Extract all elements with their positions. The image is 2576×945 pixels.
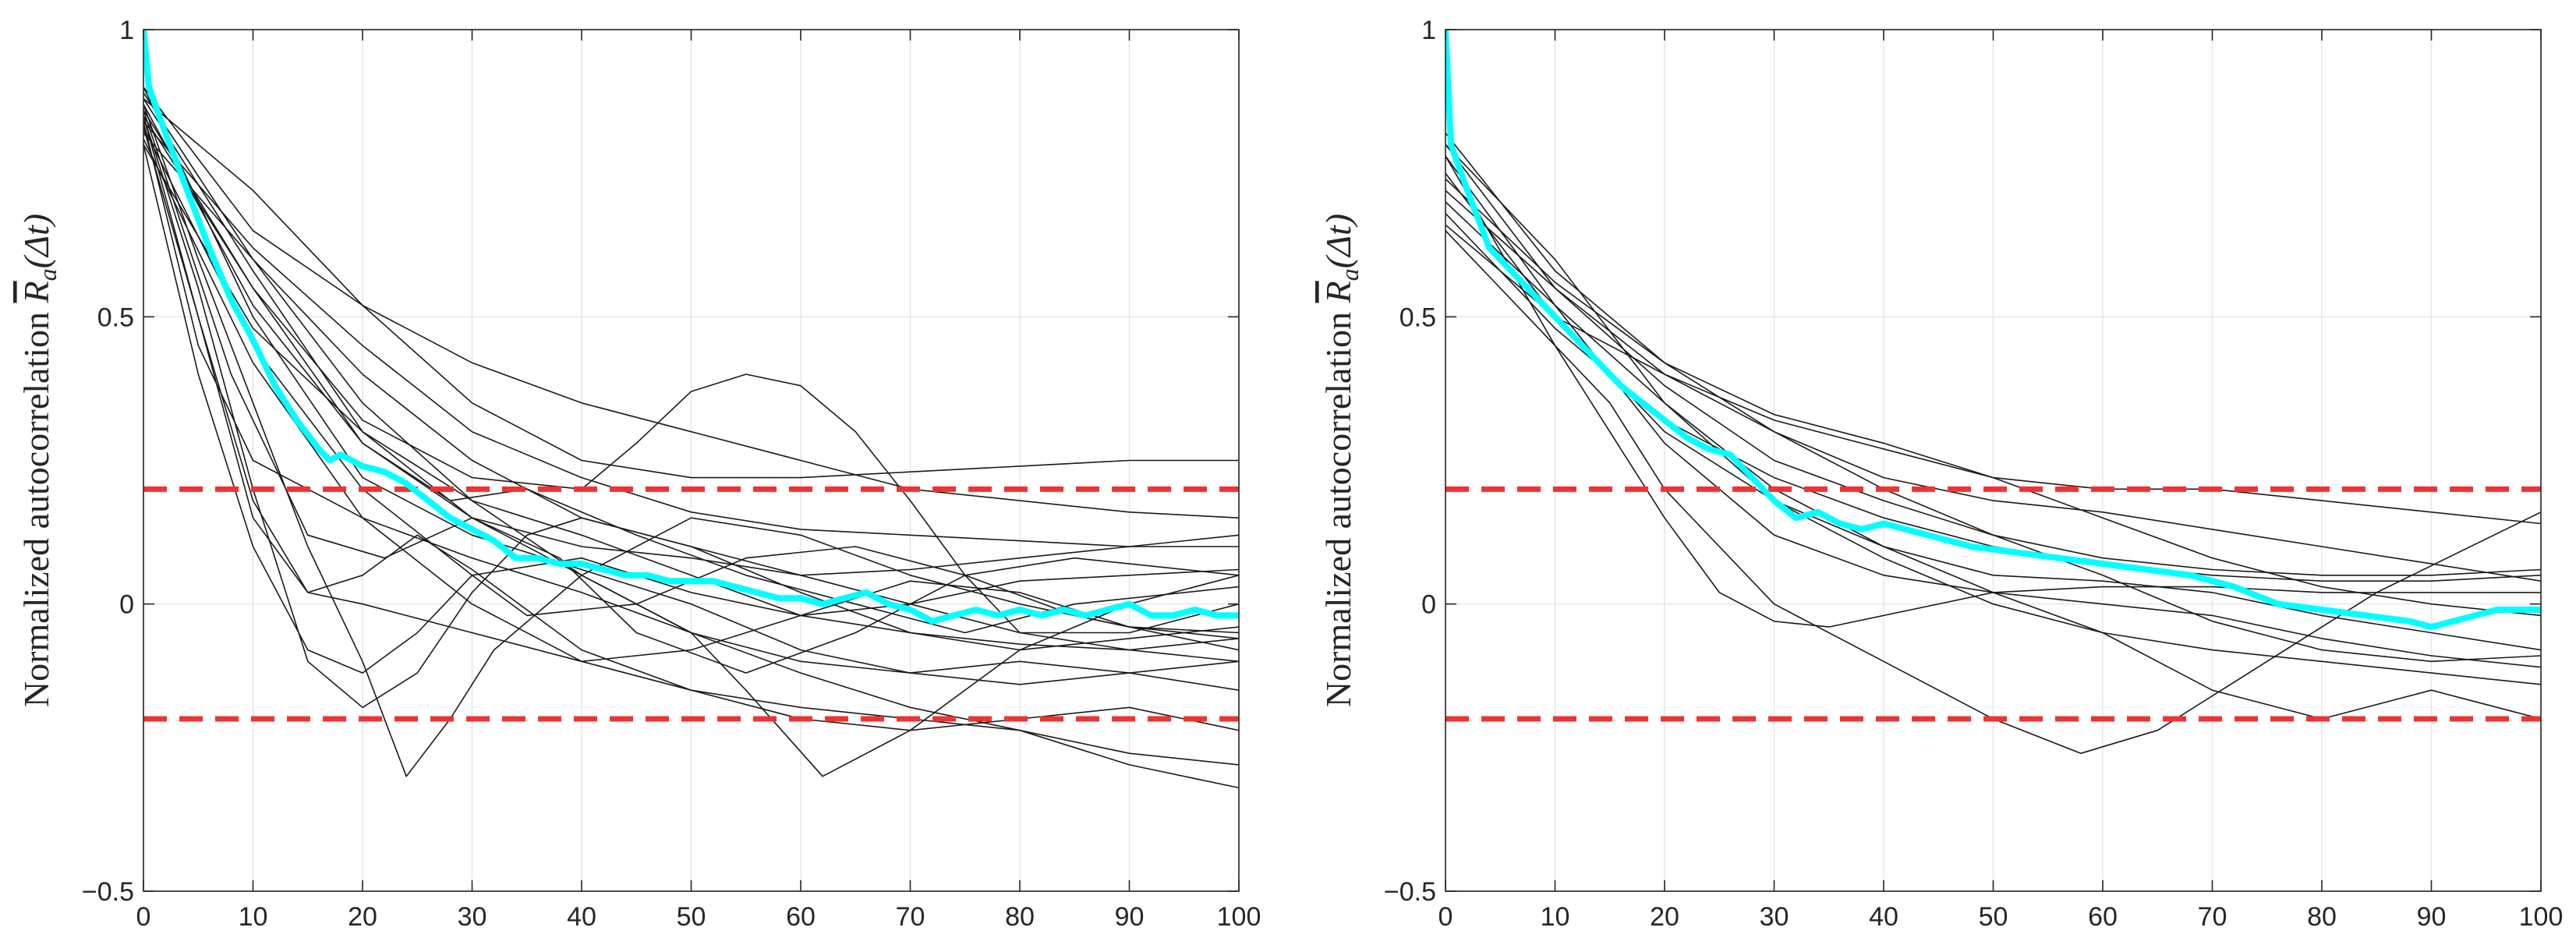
series-line-trace-12 [143, 144, 1239, 674]
y-tick-label: 0.5 [97, 303, 134, 332]
x-tick-label: 30 [1760, 902, 1789, 932]
x-tick-label: 20 [1650, 902, 1679, 932]
y-tick-label: 1 [1421, 16, 1436, 45]
y-axis-label-subscript: a [1336, 268, 1364, 281]
y-axis-label-symbol: R [1318, 281, 1358, 303]
series-line-trace-19 [143, 92, 1239, 691]
x-tick-label: 100 [1217, 902, 1261, 932]
x-tick-label: 40 [1869, 902, 1898, 932]
y-axis-label-argument: (Δt) [1318, 214, 1358, 268]
series-line-trace-3 [143, 115, 1239, 709]
y-tick-label: 0 [1421, 590, 1436, 620]
plot-lines [1445, 30, 2541, 754]
series-line-trace-18 [143, 138, 1239, 663]
y-axis-label-symbol: R [16, 281, 56, 303]
chart-panel-right: 0 10 20 30 40 50 60 70 80 90 100−0.500.51Normalize… [1318, 16, 2563, 932]
series-line-trace-11 [143, 97, 1239, 777]
x-tick-label: 40 [567, 902, 596, 932]
series-line-trace-4 [143, 126, 1239, 731]
x-tick-label: 20 [348, 902, 377, 932]
y-axis-label-prefix: Normalized autocorrelation [16, 303, 56, 707]
series-line-trace-4 [1445, 133, 2541, 617]
series-line-trace-12 [1445, 178, 2541, 663]
x-tick-label: 0 [136, 902, 151, 932]
series-line-trace-15 [143, 109, 1239, 674]
y-axis-label-subscript: a [34, 268, 62, 281]
x-tick-label: 0 [1438, 902, 1453, 932]
x-tick-label: 30 [458, 902, 487, 932]
x-tick-label: 50 [1979, 902, 2008, 932]
series-line-trace-13 [143, 121, 1239, 547]
plot-lines [143, 30, 1239, 789]
series-line-trace-2 [1445, 155, 2541, 628]
series-line-mean [1445, 30, 2541, 631]
y-tick-label: 0 [119, 590, 134, 620]
series-line-trace-2 [143, 97, 1239, 479]
x-tick-label: 60 [786, 902, 816, 932]
series-line-trace-11 [1445, 224, 2541, 582]
y-tick-label: 1 [119, 16, 134, 45]
y-axis-label-argument: (Δt) [16, 214, 56, 268]
y-tick-label: 0.5 [1399, 303, 1436, 332]
y-tick-label: −0.5 [1384, 877, 1436, 907]
y-axis-label: Normalized autocorrelation Ra(Δt) [1318, 214, 1364, 707]
x-tick-label: 60 [2088, 902, 2118, 932]
series-line-trace-14 [143, 87, 1239, 685]
y-tick-label: −0.5 [82, 877, 134, 907]
series-line-trace-20 [143, 115, 1239, 634]
x-tick-label: 90 [2417, 902, 2447, 932]
x-tick-label: 70 [896, 902, 925, 932]
series-line-trace-10 [1445, 155, 2541, 668]
x-tick-label: 50 [677, 902, 706, 932]
series-line-mean [143, 30, 1239, 625]
series-line-trace-17 [143, 104, 1239, 576]
x-tick-label: 80 [1005, 902, 1035, 932]
series-line-trace-1 [143, 87, 1239, 519]
x-tick-label: 10 [239, 902, 268, 932]
x-tick-label: 100 [2519, 902, 2564, 932]
x-tick-label: 90 [1115, 902, 1145, 932]
x-tick-label: 10 [1541, 902, 1570, 932]
series-line-trace-3 [1445, 230, 2541, 754]
chart-panel-left: 0 10 20 30 40 50 60 70 80 90 100−0.500.51Normalize… [16, 16, 1261, 932]
x-tick-label: 70 [2198, 902, 2227, 932]
y-axis-label: Normalized autocorrelation Ra(Δt) [16, 214, 62, 707]
x-tick-label: 80 [2307, 902, 2337, 932]
series-line-trace-10 [143, 133, 1239, 663]
y-axis-label-prefix: Normalized autocorrelation [1318, 303, 1358, 707]
